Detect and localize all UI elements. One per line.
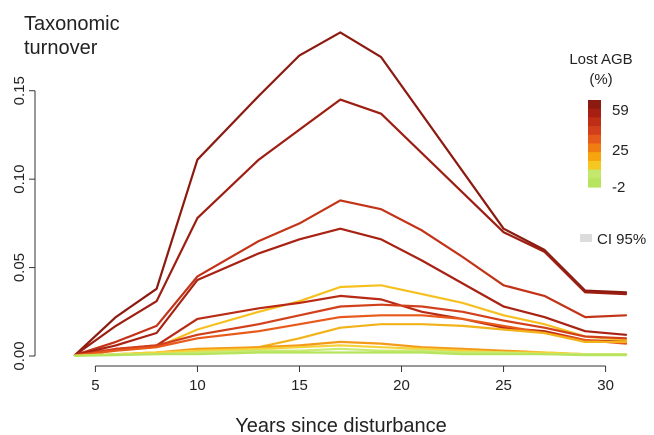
y-tick-label: 0.00: [11, 341, 28, 370]
chart-title-line-1: Taxonomic: [24, 13, 120, 35]
series-line: [73, 351, 628, 357]
legend-swatch: [588, 152, 601, 162]
series-lines: [73, 31, 628, 357]
legend-swatch: [588, 108, 601, 118]
legend-swatch: [588, 100, 601, 110]
legend-swatch: [588, 143, 601, 153]
legend-swatch: [588, 134, 601, 145]
legend-label-min: -2: [612, 179, 625, 196]
series-line: [73, 294, 628, 357]
x-tick-label: 20: [393, 377, 410, 394]
series-line: [73, 31, 628, 357]
legend-swatch: [588, 126, 601, 136]
legend-label-max: 59: [612, 102, 629, 119]
y-tick-label: 0.15: [11, 76, 28, 105]
x-tick-label: 15: [291, 377, 308, 394]
series-line: [73, 344, 628, 357]
series-line: [73, 227, 628, 357]
legend-title-line-2: (%): [589, 71, 612, 88]
series-line: [73, 98, 628, 357]
chart-title-line-2: turnover: [24, 37, 98, 59]
x-tick-label: 5: [91, 377, 99, 394]
axes: 0.00 0.05 0.10 0.15 5 10 15 20 25 30: [11, 76, 614, 394]
series-line: [73, 199, 628, 357]
legend-ci-label: CI 95%: [597, 231, 646, 248]
legend: Lost AGB (%) 59 25 -2 CI 95%: [569, 51, 646, 248]
legend-label-mid: 25: [612, 142, 629, 159]
legend-swatch: [588, 169, 601, 179]
chart-title: Taxonomic turnover: [24, 13, 120, 59]
series-line: [73, 303, 628, 357]
legend-title-line-1: Lost AGB: [569, 51, 632, 68]
legend-color-ramp: [588, 100, 601, 188]
x-tick-label: 30: [597, 377, 614, 394]
x-tick-label: 10: [189, 377, 206, 394]
x-axis-label: Years since disturbance: [235, 415, 447, 435]
legend-swatch: [588, 160, 601, 171]
x-tick-label: 25: [495, 377, 512, 394]
legend-ci-swatch: [580, 234, 592, 242]
y-tick-label: 0.10: [11, 165, 28, 194]
y-tick-label: 0.05: [11, 253, 28, 282]
legend-swatch: [588, 117, 601, 127]
legend-swatch: [588, 178, 601, 188]
series-line: [73, 323, 628, 357]
